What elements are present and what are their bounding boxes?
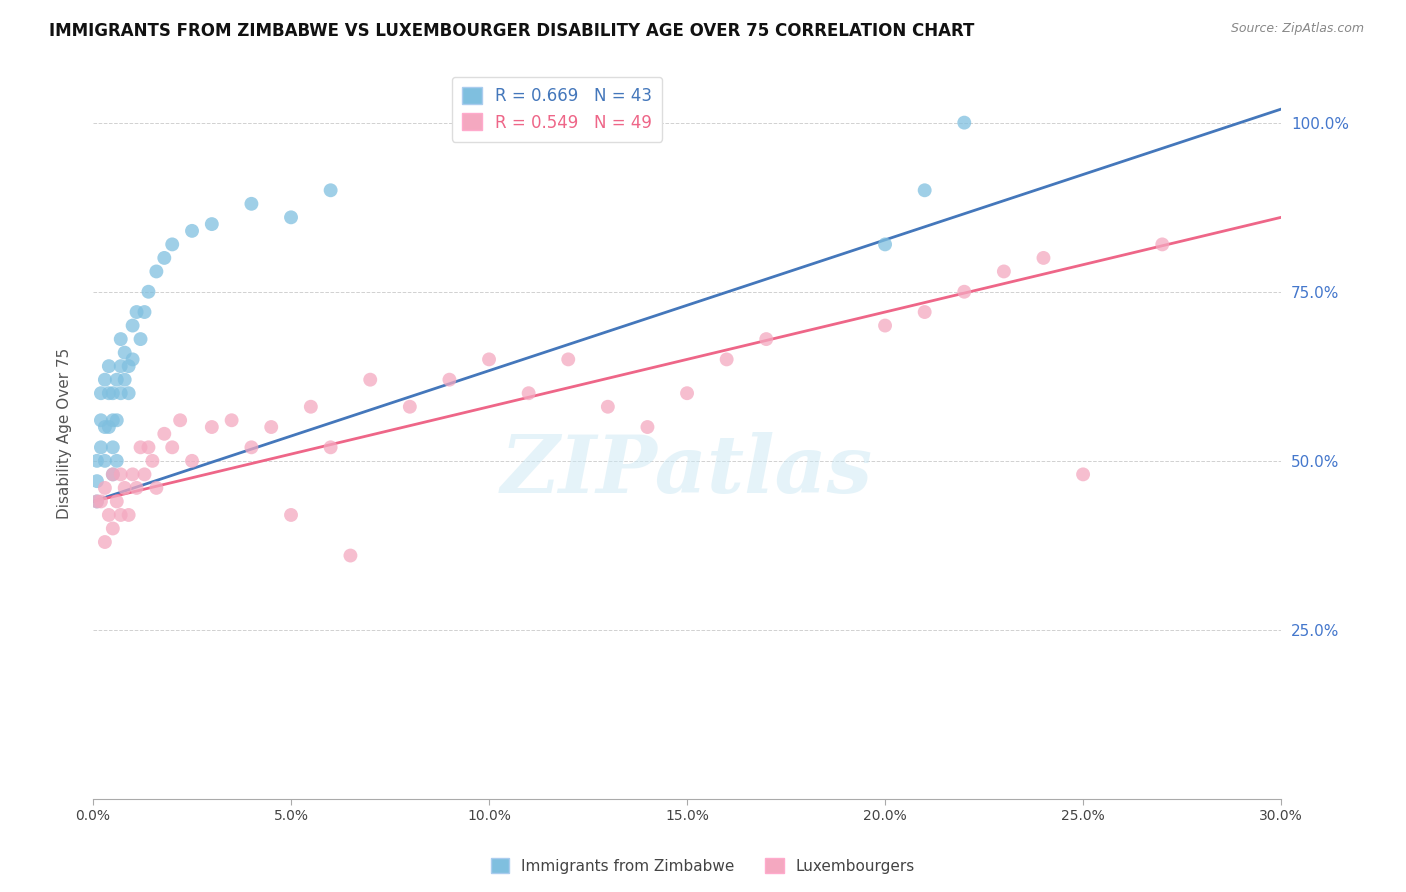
Point: [160, 237, 183, 252]
Point: [953, 115, 976, 129]
Point: [118, 508, 141, 522]
Point: [138, 285, 160, 299]
Point: [105, 373, 128, 387]
Point: [280, 508, 302, 522]
Point: [596, 400, 619, 414]
Point: [110, 467, 132, 482]
Point: [676, 386, 699, 401]
Point: [86, 454, 108, 468]
Point: [86, 494, 108, 508]
Point: [260, 420, 283, 434]
Point: [319, 183, 342, 197]
Point: [97, 386, 120, 401]
Point: [101, 386, 124, 401]
Point: [636, 420, 658, 434]
Point: [873, 318, 896, 333]
Point: [914, 183, 936, 197]
Point: [181, 454, 204, 468]
Text: IMMIGRANTS FROM ZIMBABWE VS LUXEMBOURGER DISABILITY AGE OVER 75 CORRELATION CHAR: IMMIGRANTS FROM ZIMBABWE VS LUXEMBOURGER…: [49, 22, 974, 40]
Point: [145, 264, 167, 278]
Point: [1071, 467, 1094, 482]
Point: [94, 420, 117, 434]
Point: [90, 386, 112, 401]
Point: [105, 494, 128, 508]
Point: [121, 352, 143, 367]
Point: [101, 467, 124, 482]
Point: [755, 332, 778, 346]
Legend: R = 0.669   N = 43, R = 0.549   N = 49: R = 0.669 N = 43, R = 0.549 N = 49: [451, 77, 662, 142]
Point: [914, 305, 936, 319]
Point: [110, 386, 132, 401]
Point: [169, 413, 191, 427]
Point: [129, 440, 152, 454]
Point: [145, 481, 167, 495]
Point: [114, 373, 136, 387]
Point: [478, 352, 501, 367]
Point: [221, 413, 243, 427]
Point: [398, 400, 420, 414]
Point: [181, 224, 204, 238]
Point: [160, 440, 183, 454]
Point: [94, 454, 117, 468]
Point: [118, 359, 141, 373]
Point: [118, 386, 141, 401]
Y-axis label: Disability Age Over 75: Disability Age Over 75: [58, 348, 72, 519]
Point: [240, 440, 263, 454]
Point: [201, 217, 224, 231]
Point: [110, 359, 132, 373]
Point: [86, 494, 108, 508]
Point: [439, 373, 461, 387]
Point: [97, 508, 120, 522]
Legend: Immigrants from Zimbabwe, Luxembourgers: Immigrants from Zimbabwe, Luxembourgers: [485, 852, 921, 880]
Point: [114, 481, 136, 495]
Point: [125, 305, 148, 319]
Point: [97, 359, 120, 373]
Point: [90, 413, 112, 427]
Point: [1152, 237, 1174, 252]
Point: [101, 413, 124, 427]
Point: [121, 318, 143, 333]
Point: [993, 264, 1015, 278]
Point: [94, 535, 117, 549]
Point: [90, 440, 112, 454]
Point: [141, 454, 163, 468]
Point: [517, 386, 540, 401]
Point: [110, 332, 132, 346]
Point: [873, 237, 896, 252]
Point: [557, 352, 579, 367]
Text: ZIPatlas: ZIPatlas: [501, 432, 873, 509]
Point: [101, 467, 124, 482]
Point: [121, 467, 143, 482]
Point: [359, 373, 381, 387]
Point: [105, 454, 128, 468]
Point: [716, 352, 738, 367]
Point: [101, 440, 124, 454]
Point: [129, 332, 152, 346]
Point: [110, 508, 132, 522]
Point: [134, 305, 156, 319]
Point: [153, 251, 176, 265]
Point: [319, 440, 342, 454]
Point: [105, 413, 128, 427]
Point: [86, 474, 108, 488]
Point: [94, 481, 117, 495]
Point: [240, 196, 263, 211]
Point: [280, 211, 302, 225]
Point: [339, 549, 361, 563]
Point: [299, 400, 322, 414]
Point: [138, 440, 160, 454]
Point: [134, 467, 156, 482]
Point: [153, 426, 176, 441]
Point: [90, 494, 112, 508]
Point: [114, 345, 136, 359]
Point: [953, 285, 976, 299]
Point: [201, 420, 224, 434]
Point: [94, 373, 117, 387]
Point: [1032, 251, 1054, 265]
Point: [101, 521, 124, 535]
Text: Source: ZipAtlas.com: Source: ZipAtlas.com: [1230, 22, 1364, 36]
Point: [125, 481, 148, 495]
Point: [97, 420, 120, 434]
